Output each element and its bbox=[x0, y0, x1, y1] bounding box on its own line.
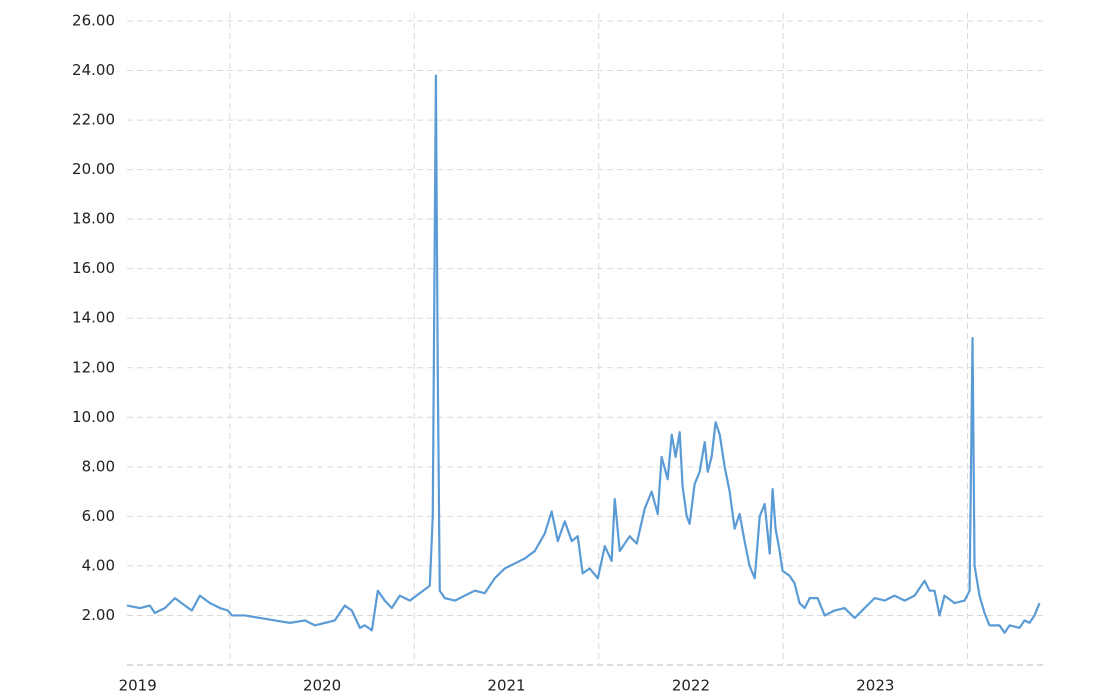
y-tick-label: 20.00 bbox=[72, 160, 115, 178]
data-line bbox=[126, 74, 1041, 634]
y-tick-label: 12.00 bbox=[72, 358, 115, 376]
y-tick-label: 18.00 bbox=[72, 210, 115, 228]
x-tick-label: 2022 bbox=[672, 677, 710, 695]
y-tick-label: 16.00 bbox=[72, 259, 115, 277]
y-tick-label: 4.00 bbox=[82, 556, 115, 574]
y-tick-label: 2.00 bbox=[82, 606, 115, 624]
x-tick-label: 2020 bbox=[303, 677, 341, 695]
y-tick-label: 24.00 bbox=[72, 61, 115, 79]
y-tick-label: 26.00 bbox=[72, 12, 115, 30]
y-tick-label: 8.00 bbox=[82, 457, 115, 475]
x-tick-label: 2023 bbox=[856, 677, 894, 695]
y-tick-label: 6.00 bbox=[82, 507, 115, 525]
x-tick-label: 2021 bbox=[487, 677, 525, 695]
y-tick-label: 14.00 bbox=[72, 309, 115, 327]
x-tick-label: 2019 bbox=[119, 677, 157, 695]
y-tick-label: 10.00 bbox=[72, 408, 115, 426]
y-tick-label: 22.00 bbox=[72, 111, 115, 129]
